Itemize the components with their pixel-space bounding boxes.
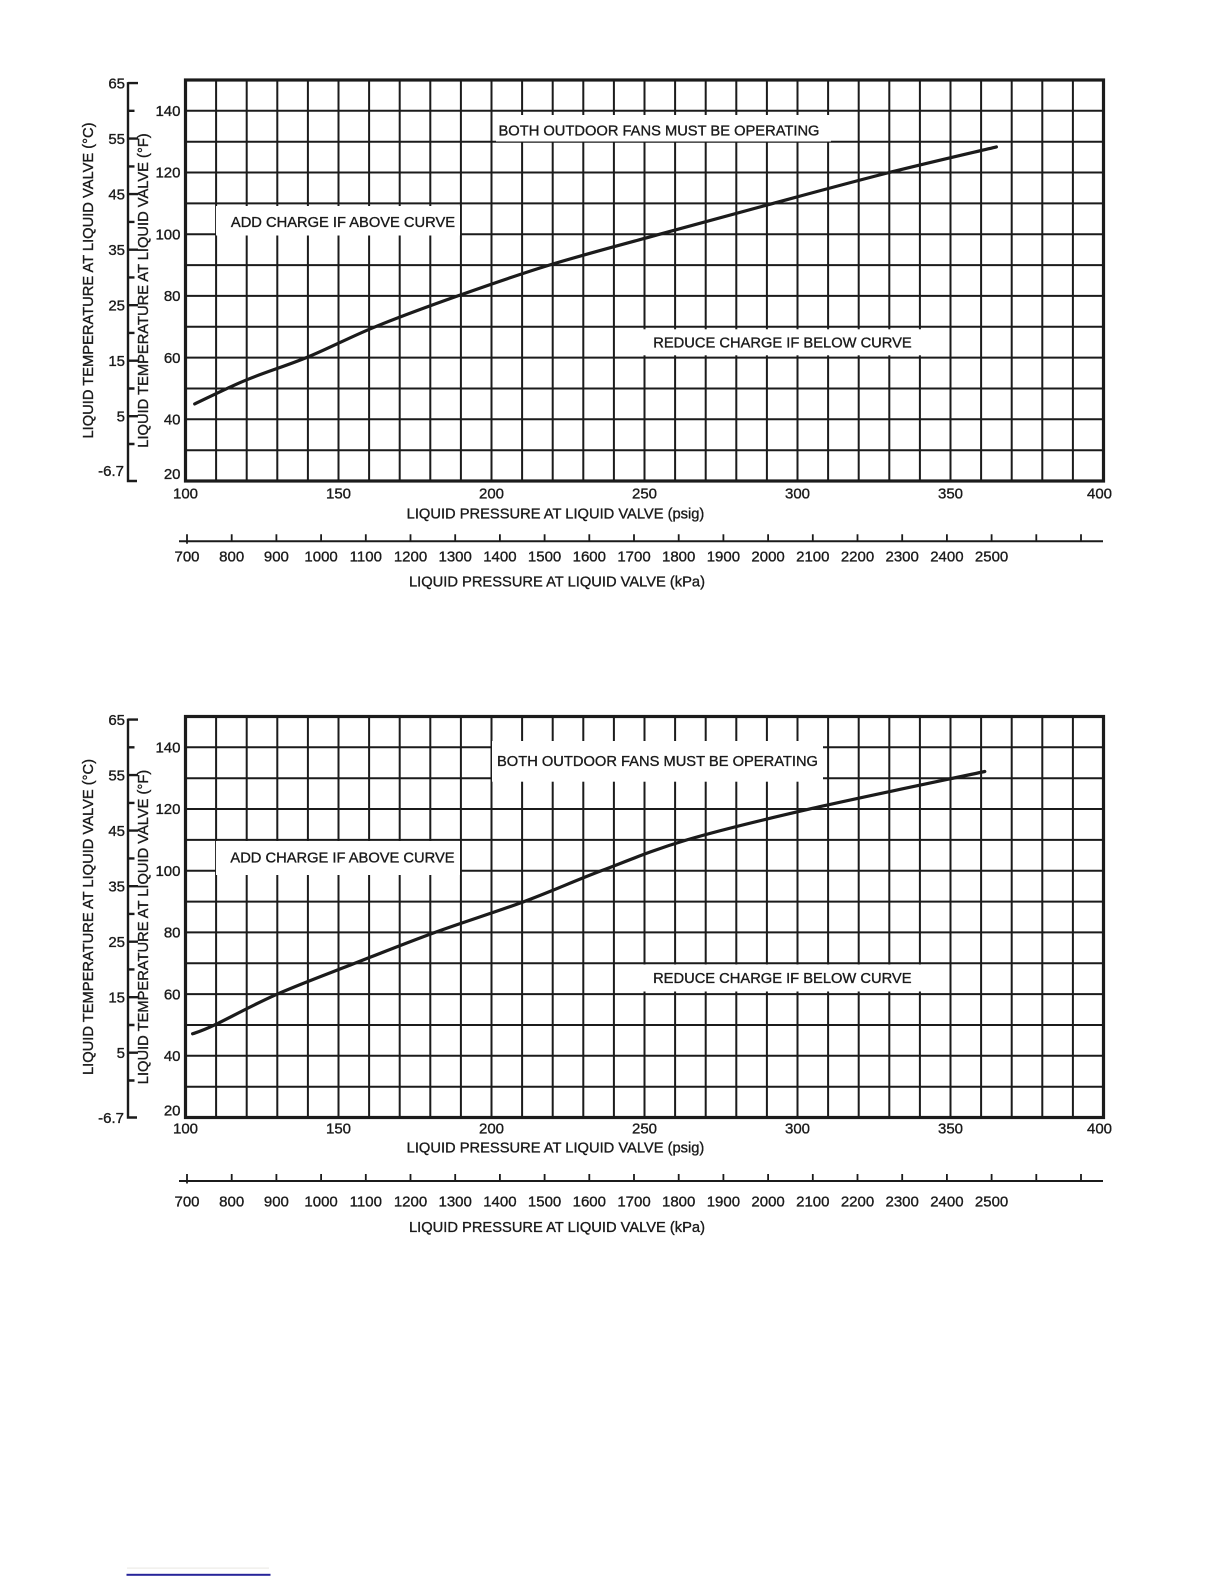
svg-text:1700: 1700 (617, 549, 650, 566)
svg-text:1400: 1400 (483, 549, 516, 566)
svg-text:100: 100 (155, 863, 180, 880)
svg-text:120: 120 (155, 165, 180, 182)
svg-text:2000: 2000 (751, 1194, 784, 1211)
svg-text:LIQUID TEMPERATURE AT LIQUID V: LIQUID TEMPERATURE AT LIQUID VALVE (°C) (81, 123, 97, 439)
svg-text:150: 150 (326, 485, 351, 502)
svg-text:2000: 2000 (751, 549, 784, 566)
svg-text:65: 65 (108, 75, 125, 92)
svg-text:REDUCE CHARGE IF BELOW CURVE: REDUCE CHARGE IF BELOW CURVE (653, 336, 912, 352)
svg-text:20: 20 (164, 466, 181, 483)
svg-text:1200: 1200 (394, 549, 427, 566)
svg-text:45: 45 (108, 186, 125, 203)
svg-text:LIQUID PRESSURE AT LIQUID VALV: LIQUID PRESSURE AT LIQUID VALVE (psig) (407, 1141, 705, 1157)
svg-text:2400: 2400 (930, 1194, 963, 1211)
svg-text:300: 300 (785, 1120, 810, 1137)
svg-text:100: 100 (173, 1120, 198, 1137)
svg-text:350: 350 (938, 1120, 963, 1137)
svg-text:2500: 2500 (975, 1194, 1008, 1211)
svg-text:5: 5 (117, 1045, 125, 1062)
svg-text:2100: 2100 (796, 549, 829, 566)
svg-text:65: 65 (108, 712, 125, 729)
svg-text:LIQUID TEMPERATURE AT LIQUID V: LIQUID TEMPERATURE AT LIQUID VALVE (°C) (81, 759, 97, 1075)
svg-text:1100: 1100 (350, 1194, 382, 1211)
svg-text:-6.7: -6.7 (98, 463, 124, 480)
svg-text:1000: 1000 (304, 549, 337, 566)
svg-text:5: 5 (117, 408, 125, 425)
svg-text:2300: 2300 (886, 1194, 919, 1211)
svg-text:900: 900 (264, 1194, 289, 1211)
svg-text:20: 20 (164, 1103, 181, 1120)
svg-text:120: 120 (155, 801, 180, 818)
svg-text:1300: 1300 (439, 549, 472, 566)
svg-text:1300: 1300 (439, 1194, 472, 1211)
svg-text:1700: 1700 (617, 1194, 650, 1211)
svg-text:LIQUID PRESSURE AT LIQUID VALV: LIQUID PRESSURE AT LIQUID VALVE (psig) (407, 507, 705, 523)
svg-text:200: 200 (479, 485, 504, 502)
svg-text:BOTH OUTDOOR FANS MUST BE OPER: BOTH OUTDOOR FANS MUST BE OPERATING (497, 754, 818, 770)
svg-text:2200: 2200 (841, 1194, 874, 1211)
svg-text:15: 15 (108, 989, 125, 1006)
svg-text:200: 200 (479, 1120, 504, 1137)
svg-text:40: 40 (164, 1048, 181, 1065)
svg-text:35: 35 (108, 242, 125, 259)
svg-text:ADD CHARGE IF ABOVE CURVE: ADD CHARGE IF ABOVE CURVE (230, 851, 454, 867)
svg-text:1800: 1800 (662, 549, 695, 566)
svg-text:300: 300 (785, 485, 810, 502)
svg-text:100: 100 (173, 485, 198, 502)
svg-text:LIQUID TEMPERATURE AT LIQUID V: LIQUID TEMPERATURE AT LIQUID VALVE (°F) (136, 133, 152, 447)
svg-text:250: 250 (632, 485, 657, 502)
svg-text:150: 150 (326, 1120, 351, 1137)
svg-text:1600: 1600 (573, 549, 606, 566)
svg-text:350: 350 (938, 485, 963, 502)
svg-text:LIQUID TEMPERATURE AT LIQUID V: LIQUID TEMPERATURE AT LIQUID VALVE (°F) (136, 770, 152, 1084)
svg-text:45: 45 (108, 823, 125, 840)
svg-text:700: 700 (174, 1194, 199, 1211)
svg-text:140: 140 (155, 103, 180, 120)
svg-text:60: 60 (164, 986, 181, 1003)
svg-text:55: 55 (108, 131, 125, 148)
svg-text:ADD CHARGE IF ABOVE CURVE: ADD CHARGE IF ABOVE CURVE (231, 215, 455, 231)
svg-text:800: 800 (219, 549, 244, 566)
svg-text:35: 35 (108, 878, 125, 895)
svg-text:-6.7: -6.7 (98, 1110, 124, 1127)
svg-text:1800: 1800 (662, 1194, 695, 1211)
svg-text:LIQUID PRESSURE AT LIQUID VALV: LIQUID PRESSURE AT LIQUID VALVE (kPa) (409, 575, 705, 591)
svg-text:55: 55 (108, 767, 125, 784)
svg-text:1100: 1100 (350, 549, 382, 566)
svg-text:60: 60 (164, 350, 181, 367)
svg-text:15: 15 (108, 353, 125, 370)
svg-text:400: 400 (1087, 1120, 1112, 1137)
svg-text:1500: 1500 (528, 549, 561, 566)
svg-text:BOTH OUTDOOR FANS MUST BE OPER: BOTH OUTDOOR FANS MUST BE OPERATING (499, 124, 820, 140)
svg-text:2500: 2500 (975, 549, 1008, 566)
svg-text:900: 900 (264, 549, 289, 566)
svg-text:140: 140 (155, 740, 180, 757)
svg-text:40: 40 (164, 412, 181, 429)
svg-text:2300: 2300 (886, 549, 919, 566)
svg-text:2100: 2100 (796, 1194, 829, 1211)
svg-text:250: 250 (632, 1120, 657, 1137)
svg-text:2400: 2400 (930, 549, 963, 566)
svg-text:2200: 2200 (841, 549, 874, 566)
svg-text:1000: 1000 (304, 1194, 337, 1211)
svg-text:REDUCE CHARGE IF BELOW CURVE: REDUCE CHARGE IF BELOW CURVE (653, 971, 912, 987)
svg-text:25: 25 (108, 297, 125, 314)
svg-text:700: 700 (174, 549, 199, 566)
svg-text:400: 400 (1087, 485, 1112, 502)
svg-text:80: 80 (164, 925, 181, 942)
svg-text:80: 80 (164, 288, 181, 305)
svg-text:LIQUID PRESSURE AT LIQUID VALV: LIQUID PRESSURE AT LIQUID VALVE (kPa) (409, 1220, 705, 1236)
svg-text:1600: 1600 (573, 1194, 606, 1211)
svg-text:1900: 1900 (707, 1194, 740, 1211)
svg-text:1400: 1400 (483, 1194, 516, 1211)
svg-text:1500: 1500 (528, 1194, 561, 1211)
svg-text:25: 25 (108, 934, 125, 951)
svg-text:1200: 1200 (394, 1194, 427, 1211)
svg-text:1900: 1900 (707, 549, 740, 566)
svg-text:100: 100 (155, 226, 180, 243)
svg-text:800: 800 (219, 1194, 244, 1211)
